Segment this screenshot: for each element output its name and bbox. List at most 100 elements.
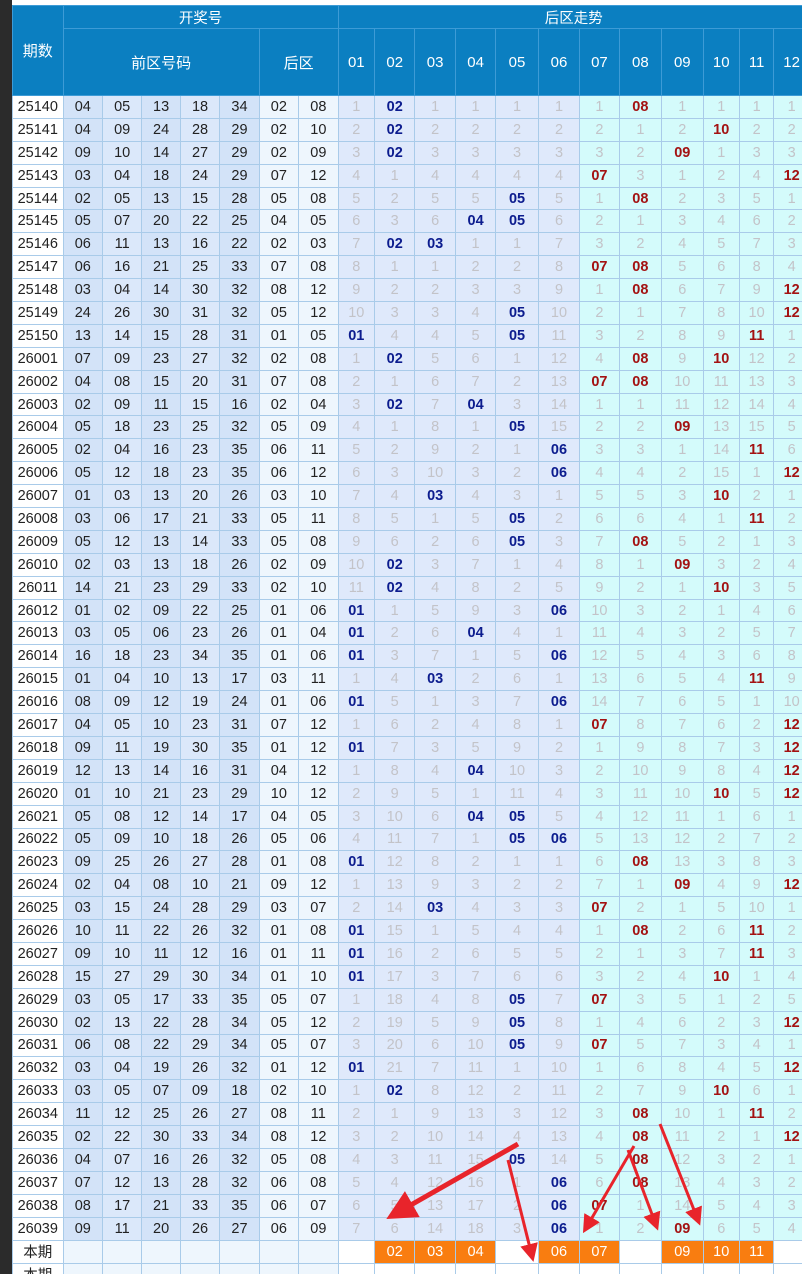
front-number: 35 xyxy=(219,438,260,463)
front-number: 33 xyxy=(179,987,221,1012)
trend-hit: 10 xyxy=(702,484,740,509)
trend-miss-count: 9 xyxy=(414,873,456,898)
selected-number-mark[interactable]: 11 xyxy=(738,1239,775,1264)
front-number: 29 xyxy=(179,1033,221,1058)
trend-cell xyxy=(702,1262,740,1274)
table-row: 26031 06 08 22 29 34 05 07 3 20 6 10 05 9 07 5 7 3 4 1 xyxy=(12,1033,802,1058)
selected-number-mark[interactable]: 02 xyxy=(373,1239,416,1264)
trend-miss-count: 4 xyxy=(773,1216,802,1241)
trend-miss-count: 11 xyxy=(537,1079,581,1104)
period-cell: 25150 xyxy=(12,323,64,348)
period-cell: 本期 xyxy=(12,1262,64,1274)
back-number: 10 xyxy=(298,484,339,509)
trend-miss-count: 1 xyxy=(661,575,704,600)
trend-miss-count: 8 xyxy=(738,850,775,875)
front-number: 16 xyxy=(141,1147,181,1172)
trend-miss-count: 13 xyxy=(537,369,581,394)
trend-miss-count: 10 xyxy=(661,1102,704,1127)
table-row: 25141 04 09 24 28 29 02 10 2 02 2 2 2 2 2 1 2 10 2 2 xyxy=(12,117,802,142)
trend-miss-count: 8 xyxy=(414,415,456,440)
period-cell: 26005 xyxy=(12,438,64,463)
trend-miss-count: 5 xyxy=(454,323,497,348)
trend-table-container[interactable]: 期数 开奖号 后区走势 前区号码 后区 01 02 03 04 05 06 07 08 09 10… xyxy=(12,5,802,1274)
trend-miss-count: 4 xyxy=(337,415,375,440)
trend-miss-count: 1 xyxy=(618,301,663,325)
front-number: 13 xyxy=(141,1170,181,1195)
period-cell: 26026 xyxy=(12,919,64,943)
trend-miss-count: 5 xyxy=(495,644,539,669)
back-number: 12 xyxy=(298,301,339,325)
front-number: 26 xyxy=(179,1102,221,1127)
trend-miss-count: 10 xyxy=(773,690,802,715)
period-cell: 25141 xyxy=(12,117,64,142)
front-number: 15 xyxy=(141,369,181,394)
trend-miss-count: 5 xyxy=(414,598,456,623)
trend-hit: 05 xyxy=(495,1147,539,1172)
trend-cell xyxy=(495,1239,539,1264)
back-number: 11 xyxy=(298,941,339,966)
trend-hit: 07 xyxy=(579,896,620,921)
trend-miss-count: 7 xyxy=(454,964,497,989)
front-number: 26 xyxy=(179,1056,221,1081)
trend-miss-count: 1 xyxy=(579,919,620,943)
trend-miss-count: 5 xyxy=(579,484,620,509)
trend-miss-count: 1 xyxy=(495,1170,539,1195)
trend-cell xyxy=(773,1239,802,1264)
trend-miss-count: 4 xyxy=(661,644,704,669)
back-number: 05 xyxy=(298,804,339,829)
back-number: 01 xyxy=(258,735,300,760)
trend-miss-count: 1 xyxy=(373,163,416,188)
table-row: 26036 04 07 16 26 32 05 08 4 3 11 15 05 14 5 08 12 3 2 1 xyxy=(12,1147,802,1172)
trend-miss-count: 1 xyxy=(661,896,704,921)
trend-miss-count: 2 xyxy=(702,1010,740,1035)
selected-number-mark[interactable]: 07 xyxy=(579,1239,620,1264)
trend-miss-count: 2 xyxy=(495,1193,539,1218)
back-number: 08 xyxy=(298,186,339,211)
trend-miss-count: 2 xyxy=(495,255,539,280)
front-number: 02 xyxy=(62,438,103,463)
trend-miss-count: 2 xyxy=(618,1216,663,1241)
selected-number-mark[interactable]: 04 xyxy=(454,1239,497,1264)
selected-number-mark[interactable]: 06 xyxy=(537,1239,581,1264)
back-number: 02 xyxy=(258,232,300,257)
front-number: 33 xyxy=(179,1193,221,1218)
selected-number-mark[interactable]: 10 xyxy=(702,1239,740,1264)
trend-miss-count: 4 xyxy=(454,484,497,509)
trend-miss-count: 6 xyxy=(702,255,740,280)
trend-miss-count: 1 xyxy=(337,95,375,119)
front-number: 22 xyxy=(219,232,260,257)
trend-miss-count: 6 xyxy=(495,667,539,692)
trend-hit: 01 xyxy=(337,323,375,348)
front-number: 32 xyxy=(219,1056,260,1081)
trend-miss-count: 10 xyxy=(537,301,581,325)
front-number: 13 xyxy=(141,186,181,211)
front-number: 15 xyxy=(141,323,181,348)
trend-miss-count: 1 xyxy=(579,392,620,417)
empty-cell xyxy=(258,1239,300,1264)
front-number: 02 xyxy=(62,1010,103,1035)
selected-number-mark[interactable]: 09 xyxy=(661,1239,704,1264)
period-cell: 26017 xyxy=(12,713,64,737)
trend-miss-count: 2 xyxy=(773,827,802,852)
front-number: 03 xyxy=(62,1056,103,1081)
front-number: 08 xyxy=(62,690,103,715)
trend-miss-count: 6 xyxy=(373,1216,416,1241)
selected-number-mark[interactable]: 03 xyxy=(414,1239,456,1264)
front-number: 04 xyxy=(101,667,143,692)
back-number: 10 xyxy=(298,1079,339,1104)
front-number: 11 xyxy=(62,1102,103,1127)
front-number: 35 xyxy=(219,461,260,486)
front-number: 29 xyxy=(219,140,260,165)
trend-miss-count: 6 xyxy=(661,690,704,715)
back-number: 05 xyxy=(258,1147,300,1172)
trend-col-header-03: 03 xyxy=(414,28,456,96)
trend-miss-count: 6 xyxy=(618,507,663,531)
trend-miss-count: 5 xyxy=(337,1170,375,1195)
period-cell: 25148 xyxy=(12,278,64,303)
trend-miss-count: 9 xyxy=(738,873,775,898)
front-number: 13 xyxy=(141,529,181,554)
trend-miss-count: 4 xyxy=(373,484,416,509)
front-number: 12 xyxy=(101,529,143,554)
trend-miss-count: 7 xyxy=(414,1056,456,1081)
front-number: 06 xyxy=(62,232,103,257)
